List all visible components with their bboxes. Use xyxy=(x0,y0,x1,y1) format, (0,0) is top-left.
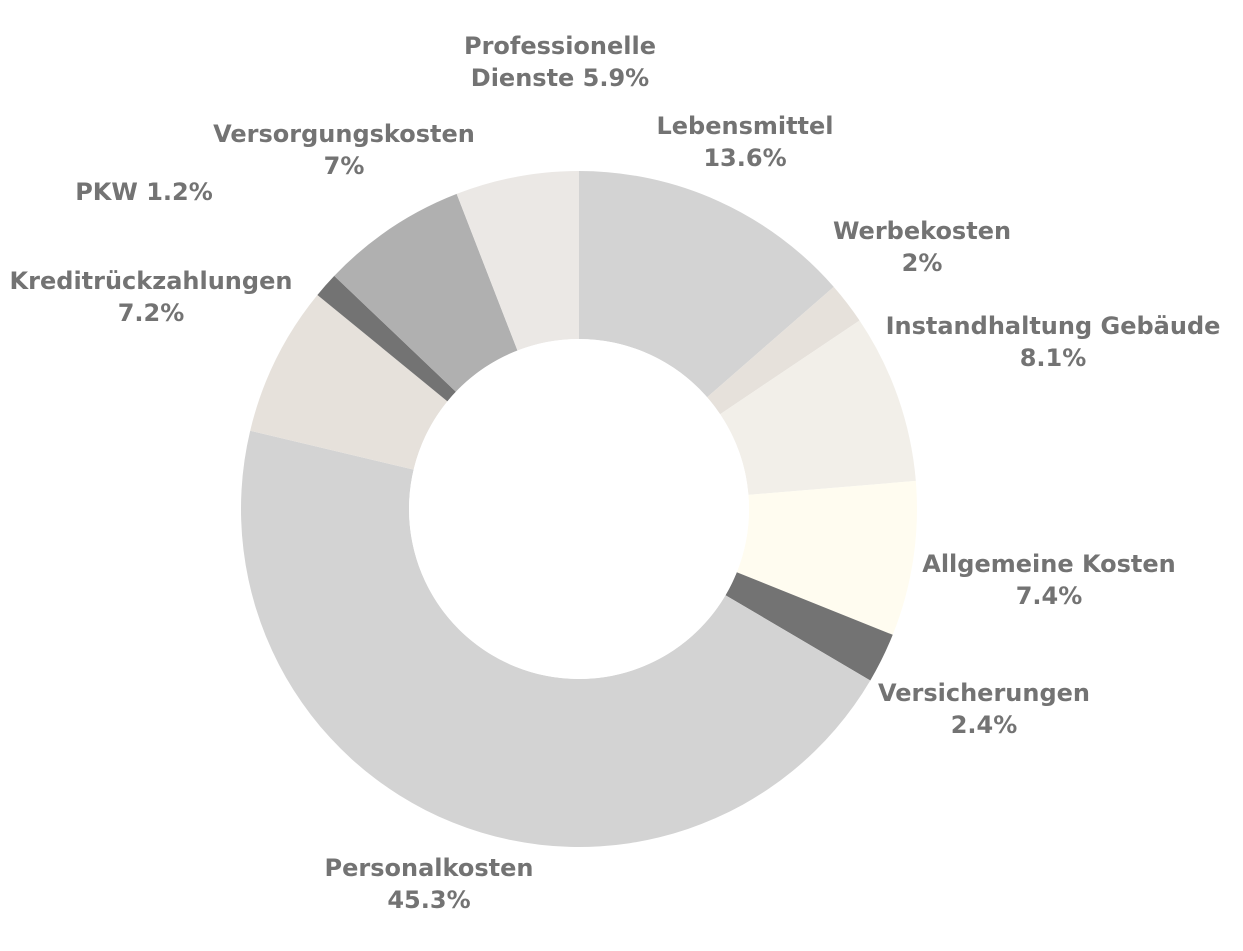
slice-werbekosten xyxy=(707,286,860,415)
label-line: Personalkosten xyxy=(325,854,534,882)
label-line: PKW 1.2% xyxy=(75,178,213,206)
slice-kreditrückzahlungen xyxy=(250,294,448,470)
label-personalkosten: Personalkosten 45.3% xyxy=(325,854,534,914)
slice-pkw xyxy=(317,275,456,402)
slice-personalkosten xyxy=(241,430,871,847)
donut-slices xyxy=(241,171,917,847)
slice-lebensmittel xyxy=(579,171,834,398)
slice-professionelle-dienste xyxy=(456,171,579,351)
label-instandhaltung-gebäude: Instandhaltung Gebäude 8.1% xyxy=(886,312,1221,372)
slice-versicherungen xyxy=(725,572,893,681)
label-line: Dienste 5.9% xyxy=(471,64,649,92)
label-line: 7% xyxy=(324,152,365,180)
label-line: 2.4% xyxy=(951,711,1018,739)
label-werbekosten: Werbekosten 2% xyxy=(833,217,1011,277)
label-line: 13.6% xyxy=(703,144,786,172)
label-line: Versorgungskosten xyxy=(213,120,475,148)
slice-labels: Lebensmittel 13.6% Werbekosten 2% Instandhal… xyxy=(10,32,1221,914)
label-versorgungskosten: Versorgungskosten 7% xyxy=(213,120,475,180)
label-pkw: PKW 1.2% xyxy=(75,178,213,206)
label-line: 7.2% xyxy=(118,299,185,327)
label-line: Professionelle xyxy=(464,32,656,60)
label-line: Lebensmittel xyxy=(656,112,833,140)
slice-allgemeine-kosten xyxy=(736,480,917,635)
label-line: 45.3% xyxy=(387,886,470,914)
label-line: Allgemeine Kosten xyxy=(922,550,1176,578)
slice-instandhaltung-gebäude xyxy=(720,320,916,495)
label-line: Instandhaltung Gebäude xyxy=(886,312,1221,340)
slice-versorgungskosten xyxy=(334,193,518,392)
label-professionelle-dienste: Professionelle Dienste 5.9% xyxy=(464,32,656,92)
label-kreditrückzahlungen: Kreditrückzahlungen 7.2% xyxy=(10,267,293,327)
label-line: 2% xyxy=(902,249,943,277)
label-line: 7.4% xyxy=(1016,582,1083,610)
label-line: Kreditrückzahlungen xyxy=(10,267,293,295)
label-line: Werbekosten xyxy=(833,217,1011,245)
label-line: 8.1% xyxy=(1020,344,1087,372)
label-allgemeine-kosten: Allgemeine Kosten 7.4% xyxy=(922,550,1176,610)
label-lebensmittel: Lebensmittel 13.6% xyxy=(656,112,833,172)
label-line: Versicherungen xyxy=(878,679,1090,707)
donut-hole xyxy=(409,339,749,679)
label-versicherungen: Versicherungen 2.4% xyxy=(878,679,1090,739)
